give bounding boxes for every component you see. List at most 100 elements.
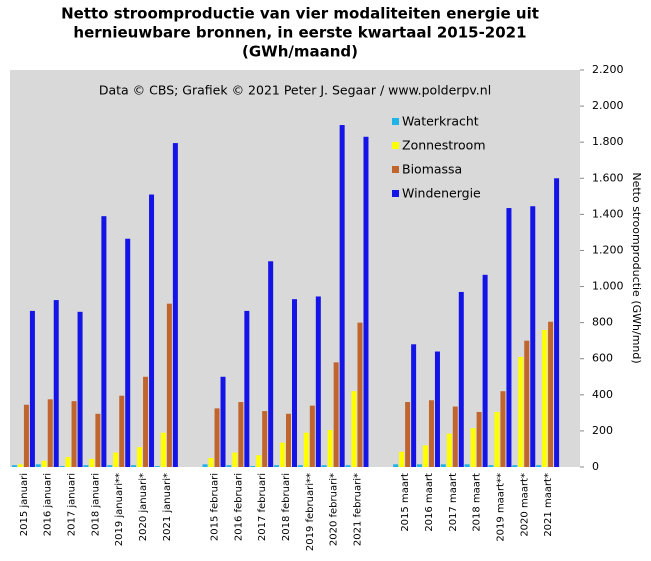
chart-title: Netto stroomproductie van vier modalitei…: [61, 5, 539, 23]
y-tick-label: 1.000: [592, 280, 624, 293]
bar: [512, 465, 518, 467]
y-tick-label: 600: [592, 352, 613, 365]
bar: [351, 391, 357, 467]
bar: [137, 447, 143, 467]
bar: [53, 300, 59, 467]
bar: [292, 299, 297, 467]
x-tick-label: 2020 januari*: [138, 473, 149, 541]
bar: [256, 455, 262, 467]
x-tick-label: 2021 februari*: [352, 473, 363, 546]
bar: [357, 322, 363, 467]
bar: [262, 411, 268, 467]
x-tick-label: 2021 januari*: [162, 473, 173, 541]
bar: [214, 408, 220, 467]
x-tick-label: 2015 februari: [210, 473, 221, 541]
bar: [554, 178, 560, 468]
bar: [428, 400, 434, 467]
bar: [488, 465, 494, 467]
bar: [548, 321, 554, 467]
bar: [500, 391, 506, 467]
bar: [17, 464, 23, 467]
bar: [482, 274, 488, 467]
x-tick-label: 2020 februari*: [329, 473, 340, 546]
y-tick-label: 2.000: [592, 99, 624, 112]
bar: [220, 376, 226, 467]
y-tick-label: 1.600: [592, 171, 624, 184]
bar: [131, 465, 137, 467]
bar: [345, 465, 351, 467]
bar: [250, 466, 256, 467]
bar: [470, 428, 476, 467]
x-tick-label: 2016 februari: [233, 473, 244, 541]
y-tick-label: 1.400: [592, 207, 624, 220]
bar: [530, 206, 536, 468]
bar: [95, 413, 101, 467]
legend-label: Biomassa: [402, 162, 462, 177]
bar: [59, 466, 65, 467]
legend-label: Zonnestroom: [402, 138, 486, 153]
bar: [35, 464, 41, 467]
bar: [399, 451, 405, 467]
bar: [518, 356, 524, 467]
x-tick-label: 2016 januari: [43, 473, 54, 536]
bar: [274, 465, 279, 467]
bar: [446, 433, 452, 467]
bar: [363, 136, 369, 467]
y-axis-label: Netto stroomproductie (GWh/mnd): [630, 172, 643, 363]
bar: [297, 465, 303, 467]
bar: [476, 411, 482, 467]
bar: [113, 452, 119, 467]
y-tick-label: 1.800: [592, 135, 624, 148]
bar: [143, 376, 149, 467]
x-tick-label: 2018 januari: [90, 473, 101, 536]
x-tick-label: 2015 maart: [400, 473, 411, 532]
x-tick-label: 2019 februari**: [305, 473, 316, 551]
x-tick-label: 2020 maart*: [519, 473, 530, 537]
bar: [47, 399, 53, 467]
bar: [464, 464, 470, 467]
bar: [29, 310, 35, 467]
bar: [268, 261, 274, 467]
x-tick-label: 2019 januari**: [114, 473, 125, 546]
bar: [83, 465, 89, 467]
bar: [339, 125, 345, 467]
y-tick-label: 1.200: [592, 243, 624, 256]
bar: [77, 311, 83, 467]
legend-swatch: [392, 142, 399, 149]
bar: [309, 405, 315, 467]
bar: [333, 362, 339, 467]
bar: [202, 464, 208, 467]
bar: [393, 464, 399, 467]
bar: [327, 430, 333, 467]
y-tick-label: 400: [592, 388, 613, 401]
bar: [321, 465, 327, 467]
y-tick-label: 2.200: [592, 63, 624, 76]
bar: [160, 432, 166, 467]
bar: [315, 296, 321, 467]
bar: [434, 351, 440, 467]
y-tick-label: 200: [592, 424, 613, 437]
x-tick-label: 2018 maart: [472, 473, 483, 532]
x-tick-label: 2019 maart**: [495, 473, 506, 542]
x-tick-label: 2017 februari: [257, 473, 268, 541]
bar: [125, 238, 131, 467]
bar: [65, 457, 71, 467]
bar: [286, 413, 291, 467]
x-tick-label: 2018 februari: [281, 473, 292, 541]
bar: [422, 445, 428, 467]
bar: [154, 466, 160, 467]
bar: [149, 194, 155, 467]
bar: [411, 344, 417, 467]
bar: [452, 406, 458, 467]
bar: [23, 404, 29, 467]
bar: [107, 465, 113, 467]
legend-swatch: [392, 166, 399, 173]
bar: [71, 401, 77, 467]
bar: [458, 291, 464, 467]
bar: [440, 464, 446, 467]
chart-title: (GWh/maand): [242, 43, 358, 61]
bar: [416, 464, 422, 467]
x-tick-label: 2016 maart: [424, 473, 435, 532]
bar: [172, 143, 178, 467]
